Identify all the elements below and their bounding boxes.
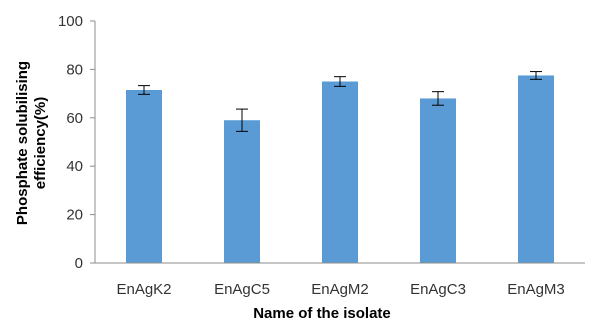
y-axis-title-line-2: efficiency(%): [32, 97, 49, 190]
x-axis-title: Name of the isolate: [253, 305, 391, 322]
bar: [126, 89, 162, 263]
y-tick-label: 40: [66, 158, 83, 175]
y-tick-label: 20: [66, 207, 83, 224]
x-tick-label: EnAgC3: [410, 281, 466, 298]
y-tick-label: 60: [66, 110, 83, 127]
bar: [518, 75, 554, 263]
y-tick-label: 100: [58, 13, 83, 30]
bar: [420, 98, 456, 263]
bar: [322, 81, 358, 263]
x-tick-label: EnAgM3: [507, 281, 565, 298]
x-tick-label: EnAgC5: [214, 281, 270, 298]
y-axis-title: Phosphate solubilising efficiency(%): [14, 61, 49, 225]
x-tick-label: EnAgK2: [116, 281, 171, 298]
plot-area: 0 20 40 60 80 100 EnAgK2 EnAgC5 EnAgM2 EnAgC3 EnAg…: [58, 13, 585, 298]
bar: [224, 120, 260, 263]
y-tick-label: 80: [66, 61, 83, 78]
y-axis-title-line-1: Phosphate solubilising: [14, 61, 31, 225]
x-tick-label: EnAgM2: [311, 281, 369, 298]
y-tick-label: 0: [75, 255, 83, 272]
